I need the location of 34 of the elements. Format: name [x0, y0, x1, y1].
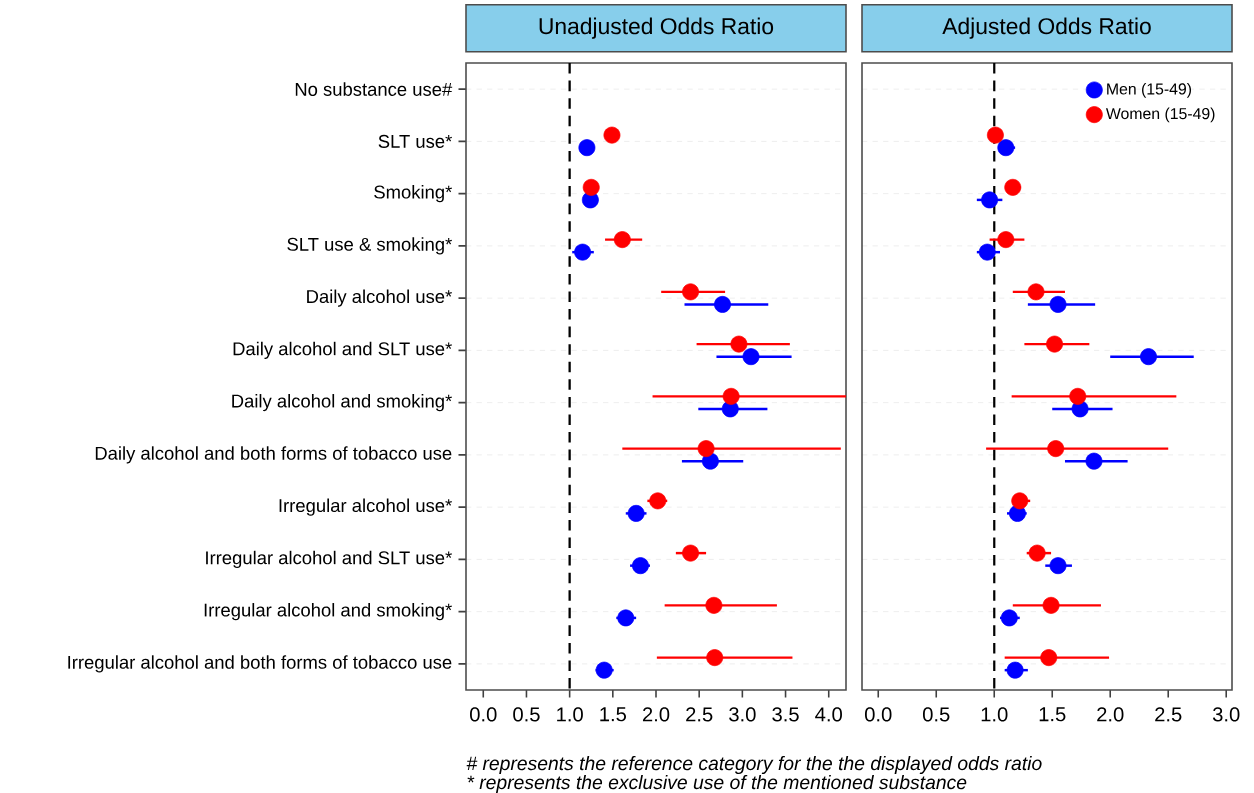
y-tick-label: No substance use# — [295, 82, 453, 96]
x-tick-label: 0.5 — [922, 707, 950, 722]
x-tick-label: 1.5 — [600, 707, 627, 722]
legend-label: Men (15-49) — [1107, 82, 1192, 98]
text: # represents the reference category for the the displayed odds ratio — [466, 756, 1042, 774]
x-tick-label: 1.5 — [1039, 707, 1066, 722]
y-tick-label: SLT use* — [378, 134, 452, 148]
x-tick-label: 0.0 — [865, 707, 892, 722]
y-tick-label: Irregular alcohol and SLT use* — [206, 550, 452, 568]
x-tick-label: 1.0 — [557, 707, 583, 722]
x-tick-label: 0.5 — [513, 707, 540, 722]
x-tick-label: 3.5 — [772, 707, 799, 722]
x-tick-label: 0.0 — [470, 707, 497, 722]
y-tick-label: Daily alcohol and smoking* — [232, 394, 452, 412]
y-tick-label: Daily alcohol use* — [307, 289, 452, 307]
y-tick-label: Irregular alcohol and smoking* — [204, 603, 452, 621]
x-tick-label: 1.0 — [981, 707, 1008, 722]
x-tick-label: 2.5 — [686, 707, 713, 722]
y-tick-label: Daily alcohol and both forms of tobacco use — [95, 446, 452, 464]
y-tick-label: Daily alcohol and SLT use* — [233, 341, 452, 359]
x-tick-label: 4.0 — [815, 707, 842, 722]
x-tick-label: 3.0 — [1212, 707, 1240, 722]
y-tick-label: Irregular alcohol use* — [279, 498, 452, 516]
chart-title: Unadjusted Odds Ratio — [539, 17, 774, 39]
y-tick-label: Smoking* — [374, 185, 452, 203]
chart-title: Adjusted Odds Ratio — [942, 17, 1151, 39]
x-tick-label: 2.5 — [1155, 707, 1182, 722]
x-tick-label: 2.0 — [642, 707, 670, 722]
x-tick-label: 3.0 — [729, 707, 756, 722]
x-tick-label: 2.0 — [1097, 707, 1124, 722]
y-tick-label: SLT use & smoking* — [287, 237, 452, 255]
y-tick-label: Irregular alcohol and both forms of tobacco use — [68, 655, 452, 673]
legend-label: Women (15-49) — [1105, 107, 1215, 123]
text: * represents the exclusive use of the mentioned substance — [467, 775, 967, 793]
